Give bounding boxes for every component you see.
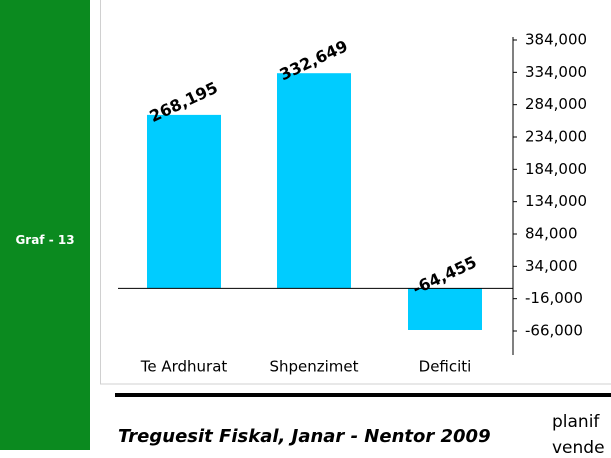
y-tick-label: -66,000 xyxy=(525,322,583,340)
rule xyxy=(115,393,611,397)
x-tick-label: Deficiti xyxy=(419,358,472,376)
caption: Treguesit Fiskal, Janar - Nentor 2009 xyxy=(118,426,491,447)
y-tick-label: 34,000 xyxy=(525,257,578,275)
bar xyxy=(147,115,221,288)
y-tick-label: 134,000 xyxy=(525,192,587,210)
x-tick-label: Shpenzimet xyxy=(269,358,358,376)
y-tick-label: -16,000 xyxy=(525,289,583,307)
y-tick-label: 234,000 xyxy=(525,128,587,146)
y-tick-label: 384,000 xyxy=(525,31,587,49)
bar xyxy=(277,73,351,288)
y-tick-label: 334,000 xyxy=(525,63,587,81)
y-tick-label: 84,000 xyxy=(525,225,578,243)
y-tick-label: 284,000 xyxy=(525,95,587,113)
x-tick-label: Te Ardhurat xyxy=(140,358,228,376)
side-text: vende xyxy=(552,438,605,458)
side-text: planif xyxy=(552,412,599,432)
y-tick-label: 184,000 xyxy=(525,160,587,178)
